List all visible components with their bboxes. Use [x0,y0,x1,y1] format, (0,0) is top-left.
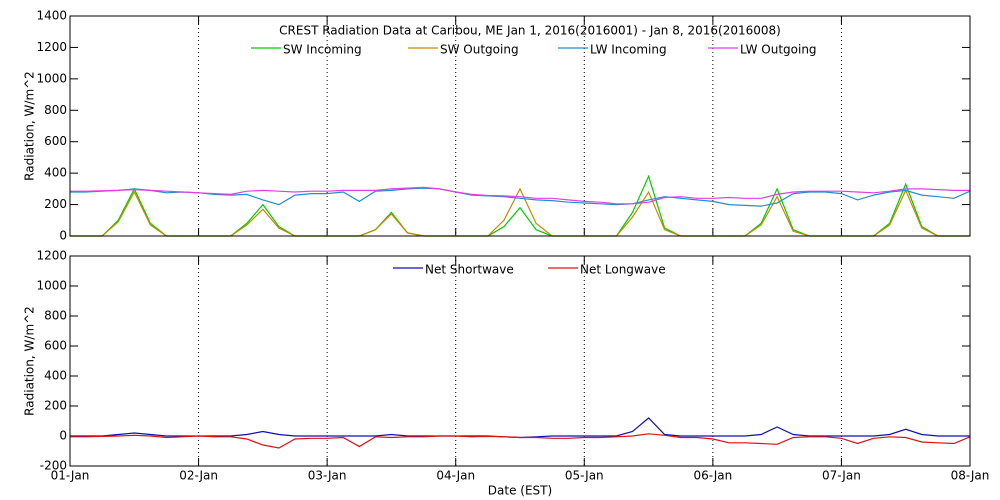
y-tick-label: 800 [44,103,67,117]
legend-label: Net Shortwave [425,263,514,277]
x-axis-label: Date (EST) [488,484,552,498]
y-tick-label: 1000 [36,71,67,85]
legend-label: SW Incoming [283,43,362,57]
y-tick-label: 200 [44,399,67,413]
x-tick-label: 04-Jan [436,469,475,483]
y-axis-label: Radiation, W/m^2 [23,71,37,181]
legend-label: SW Outgoing [440,43,519,57]
plot-frame [69,15,971,237]
y-tick-label: 0 [59,229,67,243]
y-tick-label: 600 [44,339,67,353]
series-line [70,186,970,205]
y-tick-label: 400 [44,166,67,180]
y-tick-label: 1200 [36,249,67,263]
x-tick-label: 05-Jan [565,469,604,483]
x-tick-label: 02-Jan [179,469,218,483]
y-tick-label: 1200 [36,40,67,54]
x-tick-label: 06-Jan [693,469,732,483]
legend-label: Net Longwave [580,263,666,277]
plot-frame [69,255,971,467]
y-tick-label: 0 [59,429,67,443]
y-tick-label: 400 [44,369,67,383]
y-axis-label: Radiation, W/m^2 [23,306,37,416]
y-tick-label: -200 [40,459,67,473]
x-tick-label: 07-Jan [822,469,861,483]
x-tick-label: 01-Jan [51,469,90,483]
series-line [70,433,971,449]
legend-label: LW Incoming [590,43,667,57]
chart-title: CREST Radiation Data at Caribou, ME Jan … [279,24,781,38]
series-line [70,187,971,207]
x-tick-label: 08-Jan [951,469,990,483]
y-tick-label: 600 [44,134,67,148]
x-tick-label: 03-Jan [308,469,347,483]
series-line [70,417,970,439]
y-tick-label: 200 [44,197,67,211]
series-line [70,187,970,237]
series-line [70,174,970,237]
y-tick-label: 1000 [36,279,67,293]
y-tick-label: 1400 [36,9,67,23]
legend-label: LW Outgoing [740,43,817,57]
y-tick-label: 800 [44,309,67,323]
